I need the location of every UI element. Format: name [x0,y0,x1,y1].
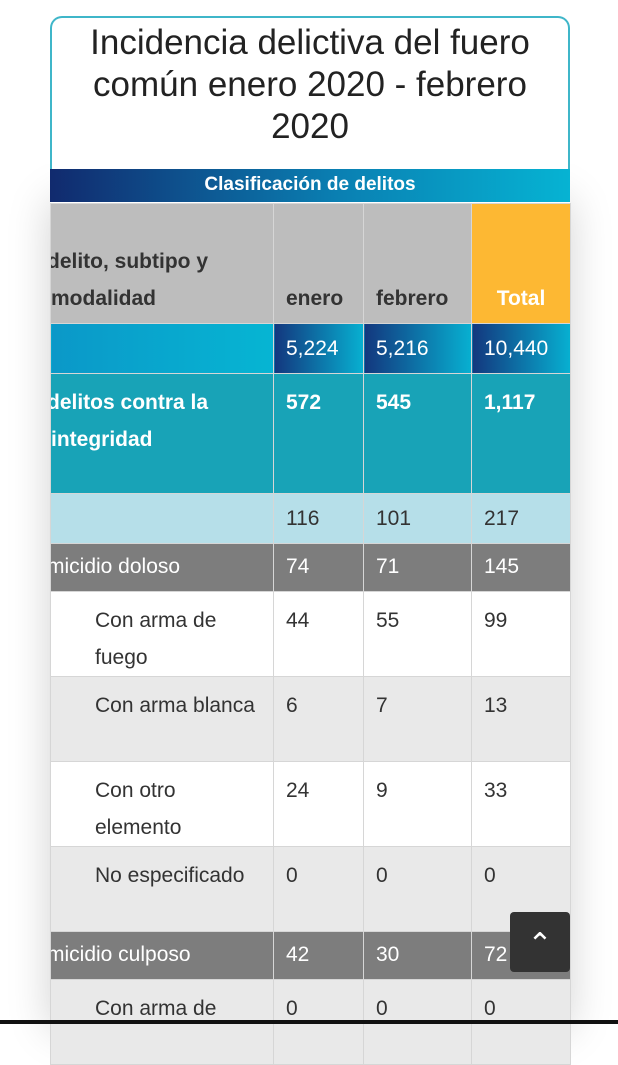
cell-total: 99 [471,591,571,677]
cell-febrero: 30 [363,931,472,980]
table-header-row: delito, subtipo y modalidad enero febrer… [50,203,571,324]
table-row: Con otro elemento 24 9 33 [50,761,571,847]
cell-febrero: 5,216 [363,323,472,374]
cell-enero: 24 [273,761,364,847]
cell-enero: 5,224 [273,323,364,374]
row-label: delitos contra la integridad [50,373,274,494]
cell-febrero: 55 [363,591,472,677]
table-row: Con arma blanca 6 7 13 [50,676,571,762]
table-row: 116 101 217 [50,493,571,544]
classification-header: Clasificación de delitos [50,169,570,202]
header-enero: enero [273,203,364,324]
row-label [50,493,274,544]
row-label: Con arma de fuego [50,591,274,677]
table-row: micidio doloso 74 71 145 [50,543,571,592]
cell-total: 217 [471,493,571,544]
scroll-to-top-button[interactable]: ⌃ [510,912,570,972]
row-label: Con arma blanca [50,676,274,762]
cell-enero: 44 [273,591,364,677]
row-label: micidio doloso [50,543,274,592]
header-type: delito, subtipo y modalidad [50,203,274,324]
cell-febrero: 545 [363,373,472,494]
cell-enero: 0 [273,846,364,932]
cell-febrero: 0 [363,846,472,932]
table-row: delitos contra la integridad 572 545 1,117 [50,373,571,494]
cell-total: 10,440 [471,323,571,374]
table-row: micidio culposo 42 30 72 [50,931,571,980]
cell-total: 145 [471,543,571,592]
row-label: No especificado [50,846,274,932]
cell-febrero: 71 [363,543,472,592]
crime-table: delito, subtipo y modalidad enero febrer… [50,203,571,1065]
header-total: Total [471,203,571,324]
page-title: Incidencia delictiva del fuero común ene… [50,16,570,169]
row-label [50,323,274,374]
row-label: Con otro elemento [50,761,274,847]
cell-enero: 6 [273,676,364,762]
cell-total: 1,117 [471,373,571,494]
table-row: 5,224 5,216 10,440 [50,323,571,374]
chevron-up-icon: ⌃ [527,928,553,961]
cell-febrero: 7 [363,676,472,762]
cell-febrero: 9 [363,761,472,847]
table-row: No especificado 0 0 0 [50,846,571,932]
cell-enero: 116 [273,493,364,544]
cell-enero: 572 [273,373,364,494]
cell-enero: 42 [273,931,364,980]
cell-total: 13 [471,676,571,762]
table-row: Con arma de fuego 44 55 99 [50,591,571,677]
bottom-bar [0,1020,618,1024]
row-label: micidio culposo [50,931,274,980]
cell-febrero: 101 [363,493,472,544]
cell-enero: 74 [273,543,364,592]
header-febrero: febrero [363,203,472,324]
cell-total: 33 [471,761,571,847]
